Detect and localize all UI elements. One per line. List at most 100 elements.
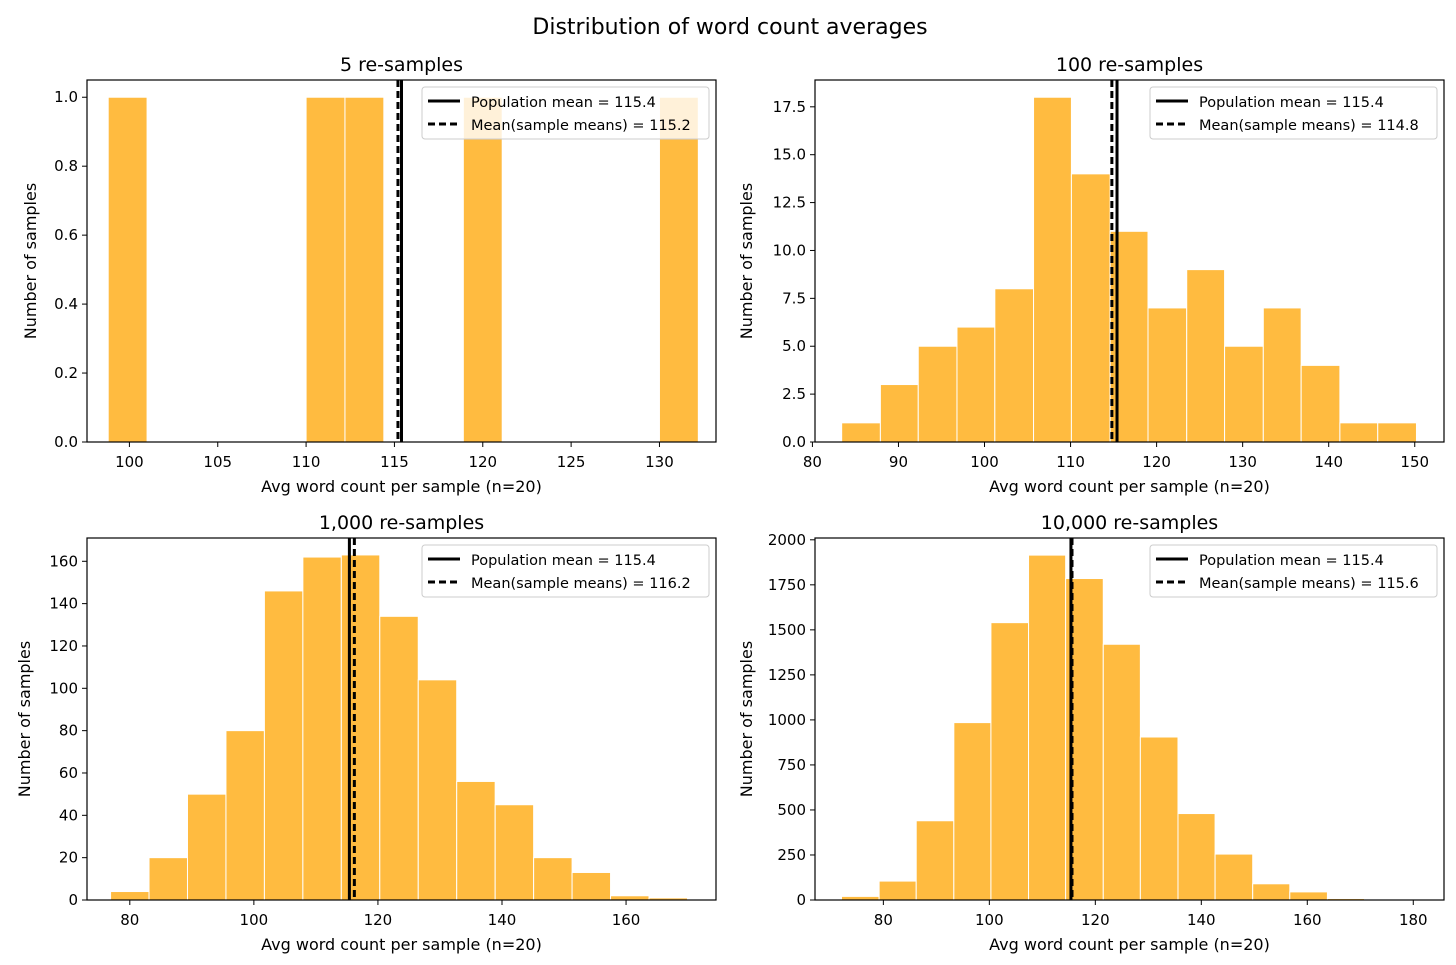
y-tick-label: 0.0: [54, 433, 78, 451]
subplot-3: 80 100 120 140 160 0 20 40 60 80 100 120 140 160 1,000…: [15, 512, 717, 954]
histogram-bar: [956, 326, 996, 443]
y-tick-label: 5.0: [782, 337, 806, 355]
x-tick-label: 120: [364, 911, 393, 929]
y-tick-label: 20: [59, 849, 78, 867]
histogram-bar: [1028, 554, 1067, 901]
subplot-2: 80 90 100 110 120 130 140 150 0.0 2.5 5.0 7.5 10.0 12…: [737, 54, 1445, 496]
x-tick-label: 120: [1142, 453, 1171, 471]
x-tick-label: 150: [1400, 453, 1429, 471]
y-tick-label: 0.8: [54, 157, 78, 175]
x-tick-label: 100: [240, 911, 269, 929]
x-tick-label: 160: [1293, 911, 1322, 929]
subplot-title: 5 re-samples: [340, 54, 463, 76]
y-tick-label: 17.5: [773, 98, 806, 116]
legend: Population mean = 115.4 Mean(sample means…: [1149, 544, 1438, 598]
histogram-bar: [841, 422, 881, 443]
legend: Population mean = 115.4 Mean(sample means…: [1149, 86, 1438, 140]
y-axis-label: Number of samples: [15, 641, 34, 797]
histogram-bar: [658, 96, 699, 443]
histogram-bar: [917, 345, 958, 443]
figure-title: Distribution of word count averages: [532, 15, 927, 40]
x-tick-label: 80: [874, 911, 893, 929]
x-tick-label: 130: [645, 453, 674, 471]
histogram-bar: [379, 615, 419, 901]
y-tick-label: 750: [777, 756, 806, 774]
histogram-bar: [1147, 307, 1188, 443]
y-tick-label: 120: [49, 637, 78, 655]
histogram-bar: [494, 804, 535, 901]
x-tick-label: 180: [1399, 911, 1428, 929]
x-tick-label: 130: [1228, 453, 1257, 471]
y-tick-label: 0.2: [54, 364, 78, 382]
subplot-title: 1,000 re-samples: [319, 512, 484, 534]
histogram-bar: [263, 590, 304, 901]
legend-entry-population-mean: Population mean = 115.4: [1199, 553, 1384, 569]
x-tick-label: 160: [612, 911, 641, 929]
x-tick-label: 80: [803, 453, 822, 471]
histogram-bar: [1339, 422, 1379, 443]
y-tick-label: 100: [49, 679, 78, 697]
histogram-bar: [148, 857, 188, 901]
legend-entry-sample-means-mean: Mean(sample means) = 115.2: [471, 118, 691, 134]
x-axis-label: Avg word count per sample (n=20): [261, 935, 542, 954]
x-tick-label: 140: [1187, 911, 1216, 929]
y-tick-label: 1.0: [54, 88, 78, 106]
y-tick-label: 500: [777, 801, 806, 819]
legend: Population mean = 115.4 Mean(sample means…: [421, 86, 710, 140]
histogram-bar: [1177, 813, 1216, 901]
histogram-bar: [1186, 269, 1226, 443]
histogram-bar: [1262, 307, 1302, 443]
y-tick-label: 15.0: [773, 146, 806, 164]
y-tick-label: 2000: [768, 531, 806, 549]
histogram-bar: [571, 871, 612, 901]
y-tick-label: 0: [68, 891, 78, 909]
legend-entry-population-mean: Population mean = 115.4: [471, 95, 656, 111]
x-axis-label: Avg word count per sample (n=20): [989, 935, 1270, 954]
legend-box: [1149, 544, 1438, 598]
subplot-title: 10,000 re-samples: [1041, 512, 1218, 534]
subplot-1: 100 105 110 115 120 125 130 0.0 0.2 0.4 0.6 0.8 1.0 5…: [21, 54, 717, 496]
y-tick-label: 0.0: [782, 433, 806, 451]
y-tick-label: 40: [59, 806, 78, 824]
histogram-bar: [994, 288, 1035, 443]
legend-entry-sample-means-mean: Mean(sample means) = 116.2: [471, 576, 691, 592]
x-tick-label: 115: [380, 453, 409, 471]
histogram-bar: [340, 554, 381, 901]
x-tick-label: 100: [975, 911, 1004, 929]
x-tick-label: 140: [1314, 453, 1343, 471]
legend-entry-sample-means-mean: Mean(sample means) = 114.8: [1199, 118, 1419, 134]
plot-frame: [814, 537, 1445, 901]
histogram-bar: [990, 622, 1030, 901]
x-tick-label: 105: [203, 453, 232, 471]
histogram-bar: [879, 384, 919, 443]
histogram-bar: [344, 96, 385, 443]
y-tick-label: 2.5: [782, 385, 806, 403]
legend-entry-population-mean: Population mean = 115.4: [1199, 95, 1384, 111]
histogram-bar: [1289, 891, 1328, 901]
x-tick-label: 100: [115, 453, 144, 471]
histogram-bar: [1214, 853, 1254, 901]
y-tick-label: 1500: [768, 621, 806, 639]
y-tick-label: 1000: [768, 711, 806, 729]
x-tick-label: 100: [970, 453, 999, 471]
y-axis-label: Number of samples: [21, 183, 40, 339]
x-tick-label: 80: [120, 911, 139, 929]
histogram-bar: [462, 96, 503, 443]
histogram-bar: [417, 679, 458, 901]
y-tick-label: 1250: [768, 666, 806, 684]
y-tick-label: 0.4: [54, 295, 78, 313]
y-tick-label: 0.6: [54, 226, 78, 244]
histogram-bar: [878, 880, 917, 901]
histogram-bar: [610, 895, 650, 901]
histogram-bar: [915, 820, 955, 901]
histogram-bar: [533, 857, 573, 901]
x-tick-label: 120: [1081, 911, 1110, 929]
legend: Population mean = 115.4 Mean(sample means…: [421, 544, 710, 598]
y-tick-label: 12.5: [773, 194, 806, 212]
histogram-bar: [1224, 345, 1264, 443]
y-tick-label: 7.5: [782, 289, 806, 307]
y-tick-label: 0: [796, 891, 806, 909]
histogram-bar: [1102, 643, 1141, 901]
subplot-title: 100 re-samples: [1056, 54, 1203, 76]
histogram-bar: [953, 722, 992, 901]
